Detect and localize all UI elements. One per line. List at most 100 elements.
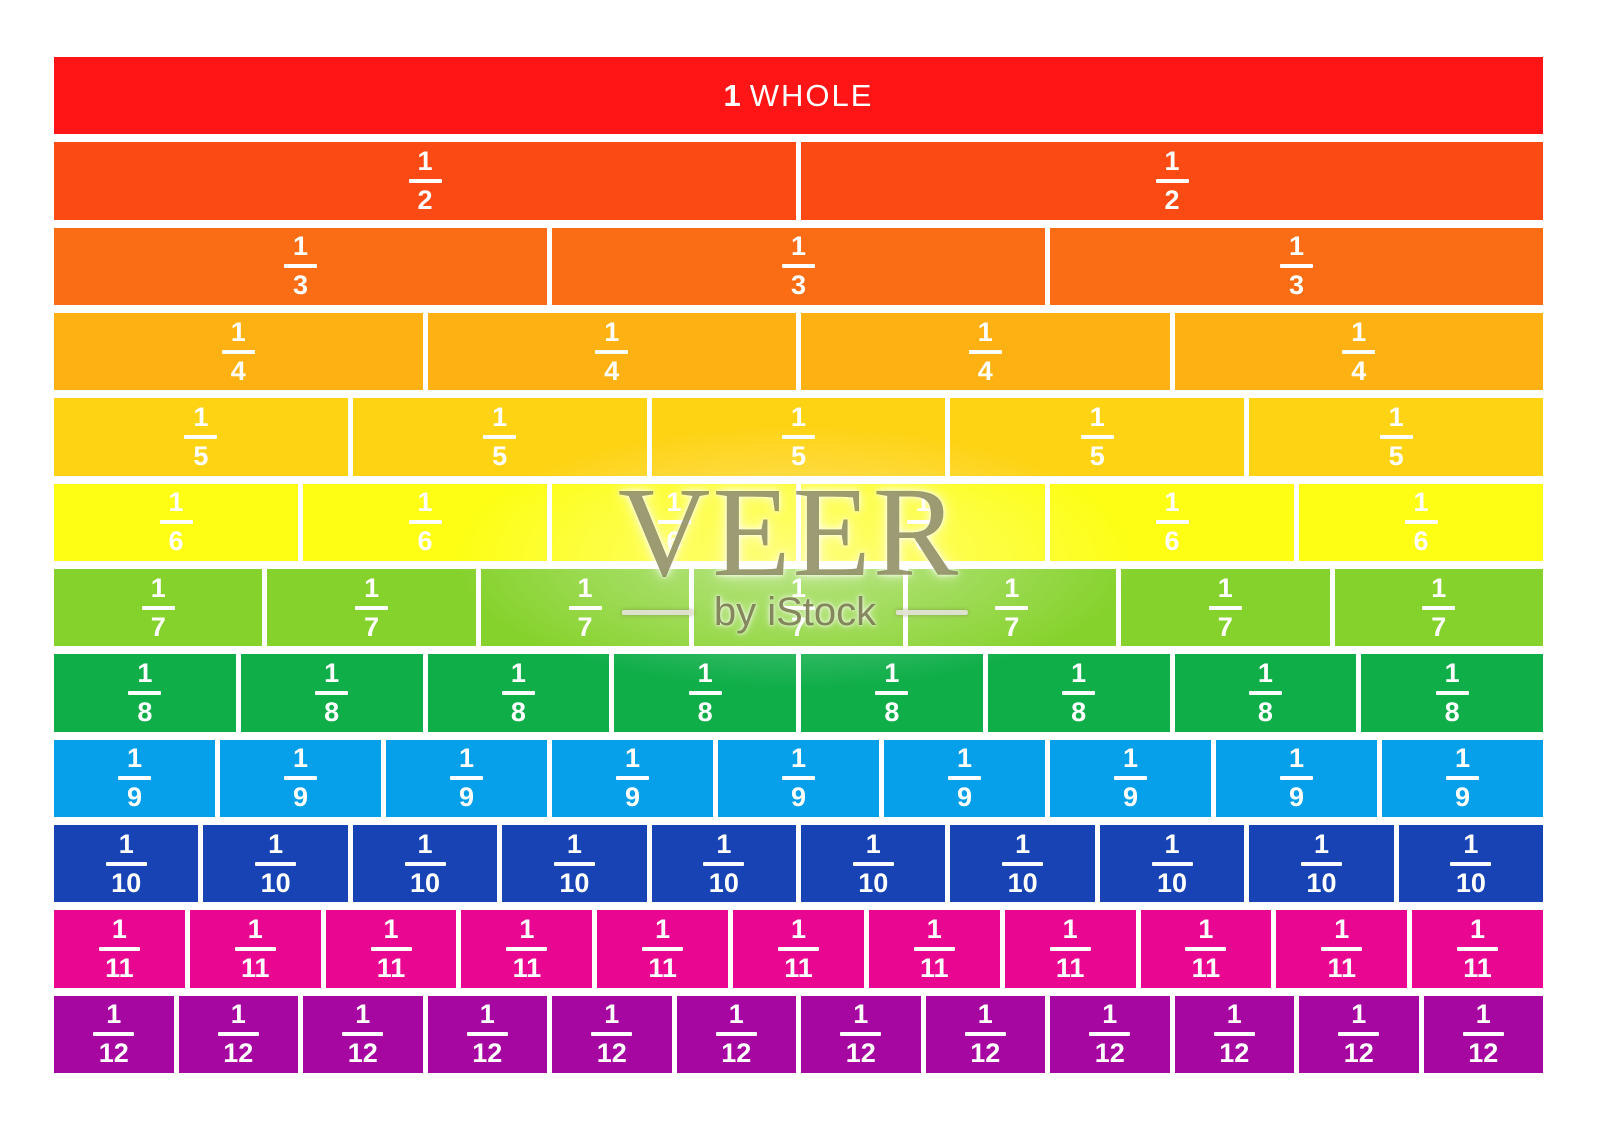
fraction-denominator: 11: [1055, 952, 1085, 983]
cell-twelfths-9: 1 12: [1050, 995, 1170, 1073]
whole-label: 1 WHOLE: [724, 78, 874, 114]
fraction-denominator: 10: [409, 867, 441, 898]
fraction-numerator: 1: [292, 743, 309, 774]
fraction-vinculum: [1342, 349, 1376, 354]
fraction-denominator: 5: [492, 440, 508, 471]
fraction-denominator: 12: [1468, 1038, 1499, 1069]
fraction-vinculum: [501, 690, 535, 695]
fraction-numerator: 1: [716, 828, 732, 859]
fraction-vinculum: [217, 1032, 259, 1037]
fraction-label: 1 12: [217, 1001, 259, 1067]
whole-label-number: 1: [723, 77, 741, 113]
fraction-label: 1 12: [964, 1001, 1006, 1067]
fraction-numerator: 1: [324, 657, 340, 688]
fraction-denominator: 9: [458, 782, 475, 813]
fraction-denominator: 10: [260, 867, 291, 898]
fraction-label: 1 12: [93, 1001, 135, 1067]
cell-twelfths-6: 1 12: [676, 995, 796, 1073]
fraction-denominator: 12: [1219, 1038, 1250, 1069]
cell-elevenths-10: 1 11: [1276, 910, 1408, 988]
cell-twelfths-10: 1 12: [1174, 995, 1294, 1073]
fraction-label: 1 10: [404, 830, 446, 898]
fraction-numerator: 1: [1288, 743, 1305, 774]
fraction-numerator: 1: [1413, 487, 1429, 518]
row-tenths: 1 10 1 10 1 10 1 10 1 10 1 10 1 10 1 10 1 10 1 10: [54, 824, 1544, 903]
fraction-denominator: 12: [1094, 1038, 1125, 1069]
fraction-vinculum: [995, 605, 1029, 610]
cell-twelfths-1: 1 12: [54, 995, 174, 1073]
fraction-vinculum: [284, 776, 317, 781]
fraction-label: 1 11: [370, 915, 412, 982]
fraction-numerator: 1: [790, 401, 806, 432]
fraction-vinculum: [93, 1032, 135, 1037]
fraction-numerator: 1: [268, 828, 284, 859]
fraction-vinculum: [450, 776, 483, 781]
fraction-denominator: 6: [168, 526, 184, 557]
fraction-vinculum: [568, 605, 602, 610]
fraction-label: 1 12: [342, 1001, 384, 1069]
fraction-numerator: 1: [519, 913, 535, 944]
fraction-numerator: 1: [1351, 999, 1367, 1030]
fraction-numerator: 1: [1102, 999, 1118, 1030]
fraction-vinculum: [1185, 946, 1227, 951]
fraction-denominator: 12: [347, 1038, 378, 1069]
fraction-numerator: 1: [666, 487, 682, 518]
fraction-denominator: 9: [956, 782, 973, 813]
fraction-numerator: 1: [137, 657, 153, 688]
fraction-numerator: 1: [1257, 657, 1273, 688]
fraction-vinculum: [355, 605, 389, 610]
fraction-label: 1 11: [1321, 915, 1363, 982]
cell-tenths-6: 1 10: [801, 824, 946, 903]
cell-tenths-8: 1 10: [1099, 824, 1245, 903]
fraction-label: 1 12: [1462, 999, 1504, 1069]
fraction-vinculum: [408, 520, 442, 525]
cell-elevenths-1: 1 11: [54, 910, 185, 988]
cell-twelfths-11: 1 12: [1299, 995, 1419, 1073]
fraction-numerator: 1: [1475, 999, 1491, 1030]
fraction-vinculum: [128, 690, 162, 695]
fraction-vinculum: [284, 264, 317, 269]
fraction-numerator: 1: [790, 231, 807, 262]
fraction-numerator: 1: [1463, 828, 1479, 859]
fraction-denominator: 7: [150, 611, 166, 642]
fraction-numerator: 1: [111, 913, 127, 944]
fraction-numerator: 1: [577, 572, 593, 603]
fraction-vinculum: [118, 776, 151, 781]
fraction-vinculum: [506, 946, 548, 951]
fraction-denominator: 8: [697, 696, 713, 727]
fraction-denominator: 9: [790, 782, 807, 813]
fraction-numerator: 1: [1164, 828, 1180, 859]
cell-tenths-9: 1 10: [1249, 824, 1394, 903]
cell-elevenths-4: 1 11: [461, 910, 593, 988]
